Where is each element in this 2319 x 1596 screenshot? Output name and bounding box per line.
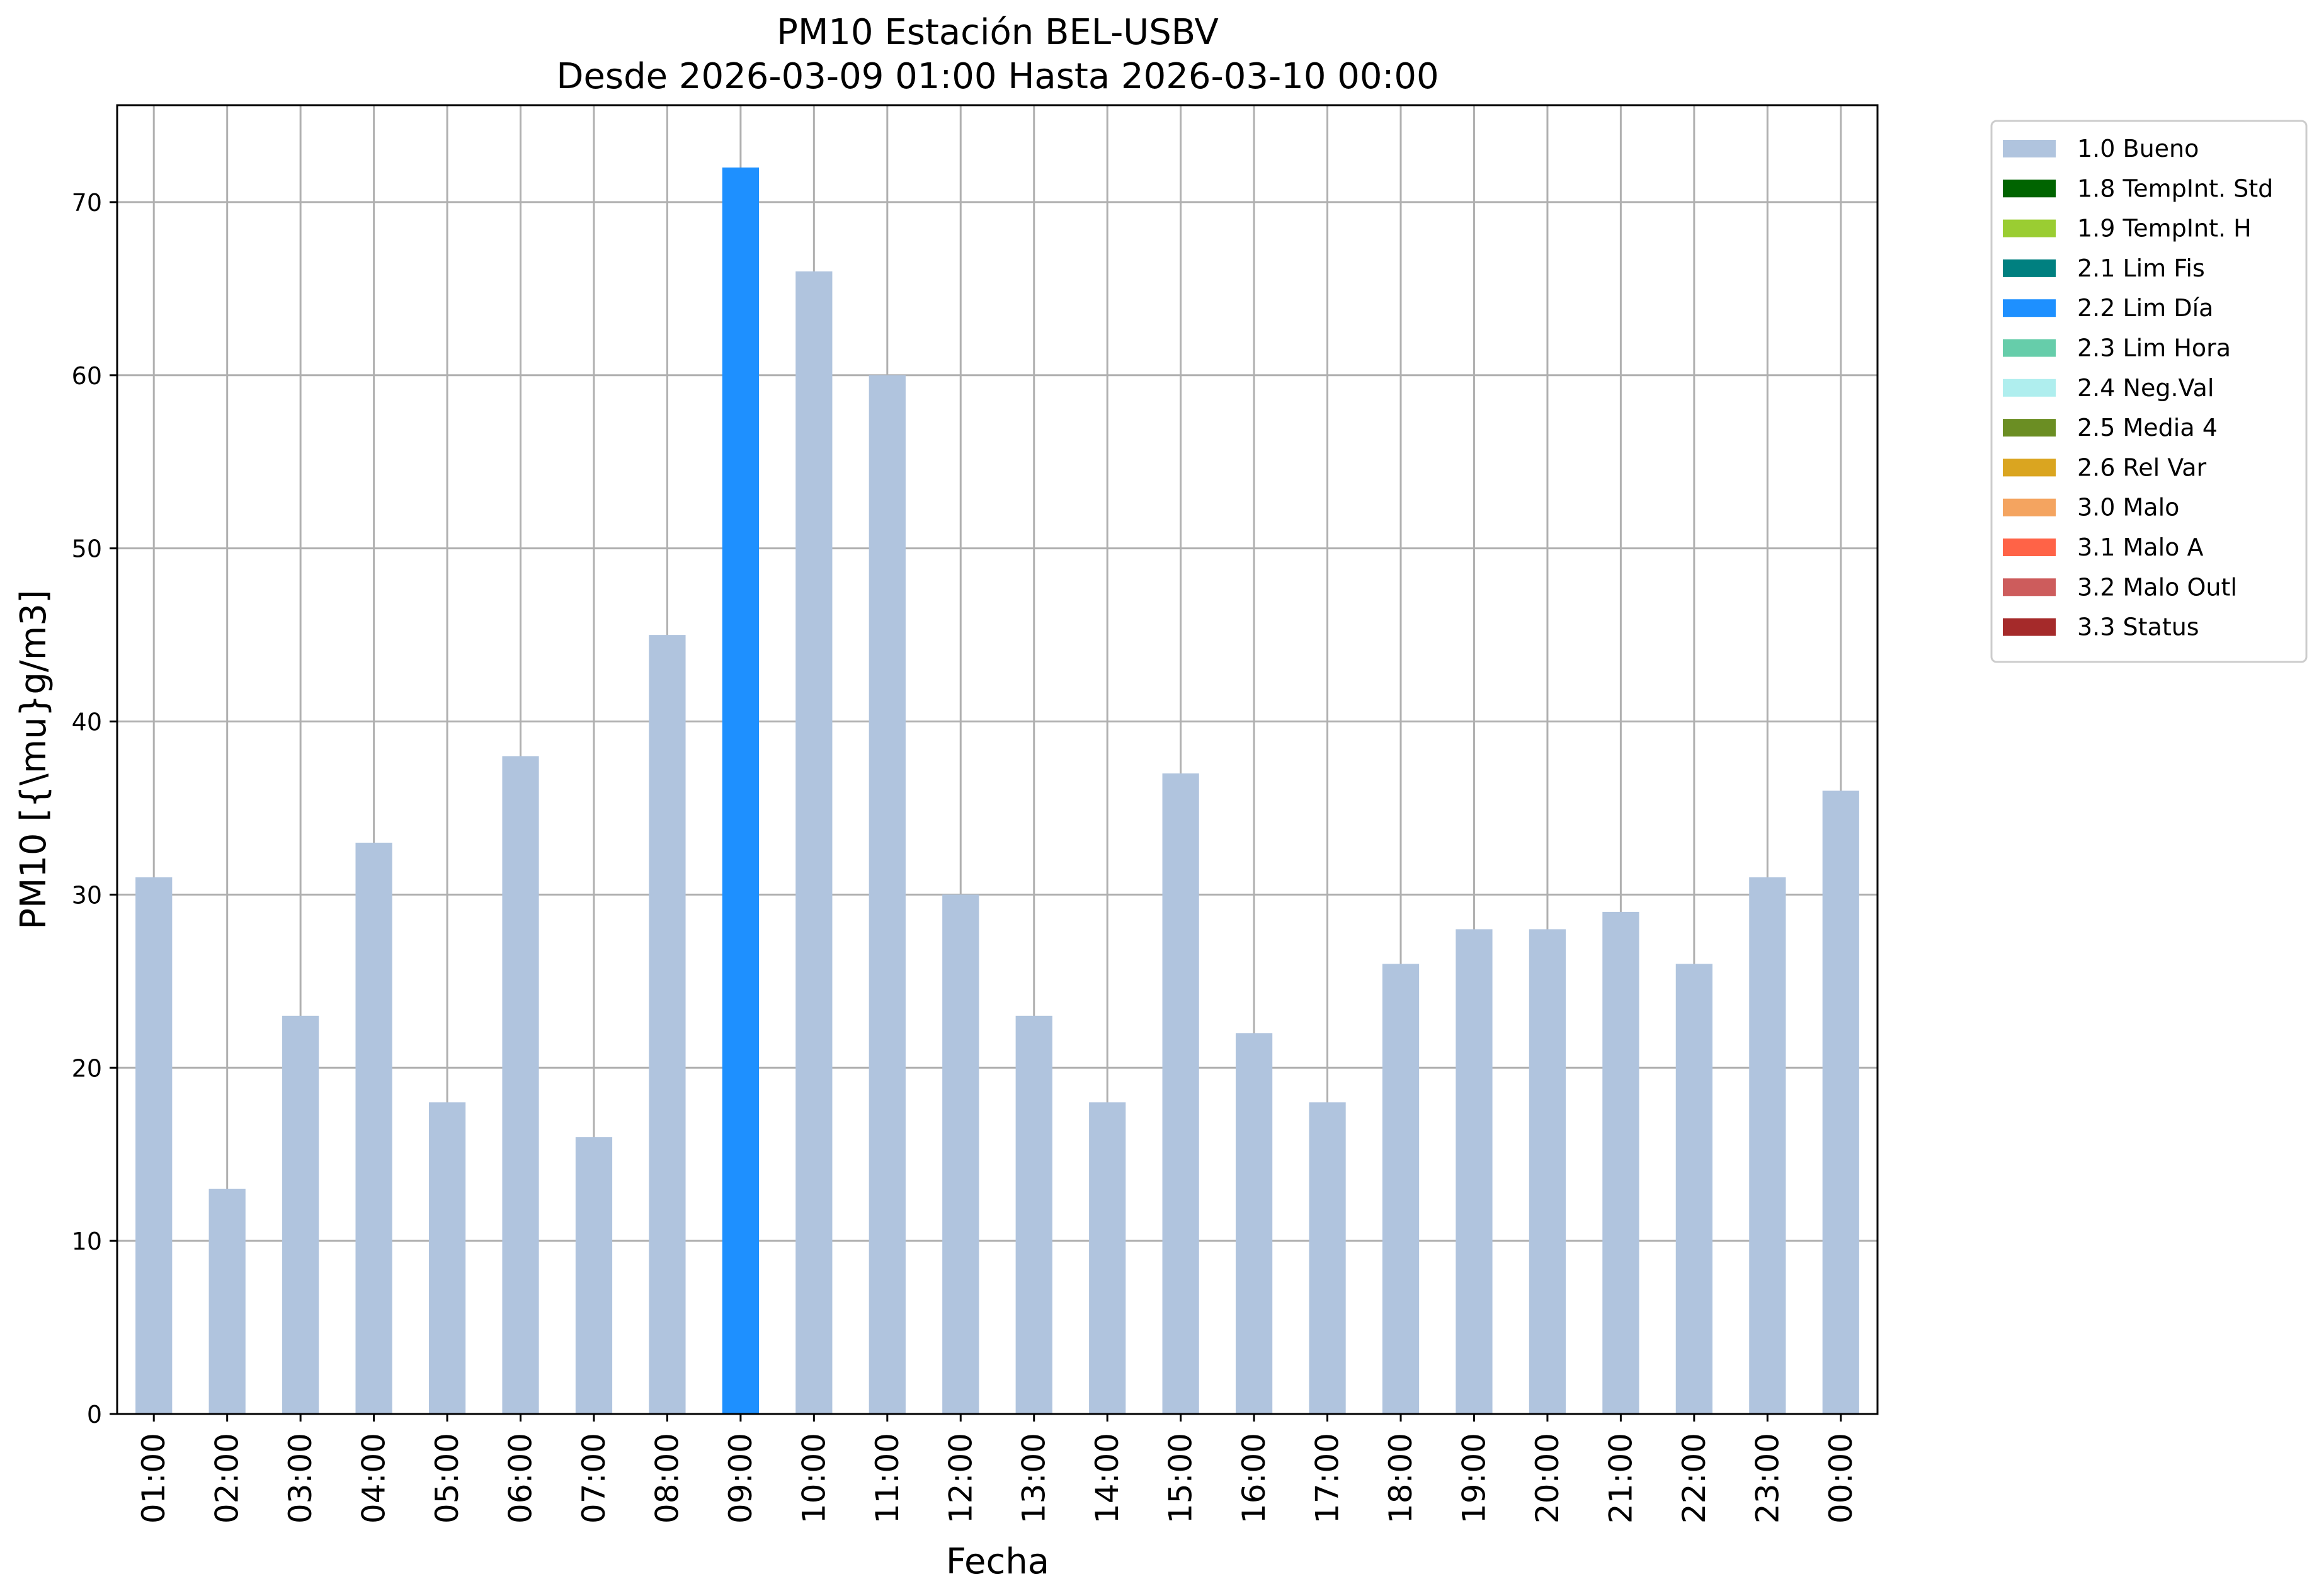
bar-1500 bbox=[1162, 773, 1199, 1414]
legend-swatch bbox=[2003, 459, 2056, 477]
legend-label: 2.6 Rel Var bbox=[2077, 453, 2207, 481]
x-axis-label: Fecha bbox=[946, 1541, 1049, 1582]
legend-label: 1.9 TempInt. H bbox=[2077, 215, 2252, 242]
x-axis: 01:00 02:00 03:00 04:00 05:00 06:00 07:00 08:00… bbox=[135, 1414, 1859, 1524]
x-tick-label: 04:00 bbox=[356, 1433, 392, 1524]
x-tick-label: 11:00 bbox=[869, 1433, 906, 1524]
x-tick-label: 08:00 bbox=[649, 1433, 685, 1524]
y-tick-label: 40 bbox=[72, 709, 102, 736]
bar-0000 bbox=[1822, 790, 1859, 1414]
x-tick-label: 15:00 bbox=[1163, 1433, 1199, 1524]
x-tick-label: 06:00 bbox=[503, 1433, 539, 1524]
legend-label: 3.2 Malo Outl bbox=[2077, 573, 2237, 601]
legend-swatch bbox=[2003, 339, 2056, 357]
plot-frame bbox=[116, 104, 1879, 1415]
bar-0500 bbox=[428, 1102, 466, 1414]
y-axis: 0 10 20 30 40 50 60 70 bbox=[72, 189, 117, 1428]
bar-2000 bbox=[1529, 929, 1566, 1414]
bars bbox=[135, 167, 1859, 1414]
x-tick-label: 07:00 bbox=[576, 1433, 612, 1524]
y-axis-label: PM10 [{\mu}g/m3] bbox=[13, 590, 54, 930]
x-tick-label: 01:00 bbox=[135, 1433, 172, 1524]
x-tick-label: 17:00 bbox=[1309, 1433, 1346, 1524]
bar-1400 bbox=[1089, 1102, 1126, 1414]
legend-swatch bbox=[2003, 539, 2056, 556]
x-tick-label: 13:00 bbox=[1016, 1433, 1052, 1524]
legend-label: 2.4 Neg.Val bbox=[2077, 374, 2214, 402]
legend-label: 2.1 Lim Fis bbox=[2077, 254, 2205, 282]
bar-1000 bbox=[795, 271, 833, 1414]
chart-title: PM10 Estación BEL-USBV bbox=[777, 12, 1219, 53]
x-tick-label: 09:00 bbox=[722, 1433, 759, 1524]
x-tick-label: 03:00 bbox=[282, 1433, 319, 1524]
x-tick-label: 23:00 bbox=[1749, 1433, 1786, 1524]
x-tick-label: 05:00 bbox=[429, 1433, 465, 1524]
legend-frame bbox=[1990, 120, 2308, 663]
bar-2100 bbox=[1602, 911, 1639, 1414]
bar-1100 bbox=[869, 375, 906, 1414]
legend-swatch bbox=[2003, 618, 2056, 636]
legend-label: 3.3 Status bbox=[2077, 613, 2199, 641]
bar-1600 bbox=[1235, 1033, 1273, 1414]
bar-1200 bbox=[942, 894, 979, 1414]
chart-subtitle: Desde 2026-03-09 01:00 Hasta 2026-03-10 … bbox=[556, 56, 1439, 97]
x-tick-label: 16:00 bbox=[1236, 1433, 1272, 1524]
bar-0400 bbox=[355, 842, 392, 1414]
legend-swatch bbox=[2003, 140, 2056, 157]
legend-swatch bbox=[2003, 259, 2056, 277]
y-tick-label: 0 bbox=[87, 1401, 102, 1428]
bar-2200 bbox=[1675, 964, 1712, 1414]
legend-swatch bbox=[2003, 379, 2056, 397]
legend-swatch bbox=[2003, 419, 2056, 437]
x-tick-label: 10:00 bbox=[795, 1433, 832, 1524]
bar-0200 bbox=[208, 1188, 246, 1414]
x-tick-label: 18:00 bbox=[1382, 1433, 1419, 1524]
y-tick-label: 20 bbox=[72, 1054, 102, 1082]
legend-label: 3.0 Malo bbox=[2077, 494, 2179, 522]
x-tick-label: 20:00 bbox=[1529, 1433, 1566, 1524]
y-tick-label: 30 bbox=[72, 881, 102, 909]
legend-label: 1.8 TempInt. Std bbox=[2077, 174, 2273, 202]
y-tick-label: 10 bbox=[72, 1228, 102, 1255]
legend: 1.0 Bueno 1.8 TempInt. Std 1.9 TempInt. H 2… bbox=[1990, 120, 2308, 663]
bar-1900 bbox=[1456, 929, 1493, 1414]
legend-label: 2.5 Media 4 bbox=[2077, 414, 2218, 442]
bar-2300 bbox=[1749, 877, 1786, 1414]
legend-label: 2.2 Lim Día bbox=[2077, 294, 2213, 322]
legend-label: 3.1 Malo A bbox=[2077, 533, 2203, 561]
x-tick-label: 12:00 bbox=[942, 1433, 979, 1524]
legend-swatch bbox=[2003, 578, 2056, 596]
bar-1700 bbox=[1309, 1102, 1346, 1414]
y-tick-label: 50 bbox=[72, 535, 102, 563]
bar-0100 bbox=[135, 877, 173, 1414]
x-tick-label: 19:00 bbox=[1456, 1433, 1492, 1524]
y-tick-label: 60 bbox=[72, 362, 102, 390]
legend-swatch bbox=[2003, 180, 2056, 198]
legend-swatch bbox=[2003, 498, 2056, 516]
bar-0800 bbox=[649, 635, 686, 1414]
bar-0700 bbox=[575, 1137, 613, 1414]
y-tick-label: 70 bbox=[72, 189, 102, 217]
x-tick-label: 22:00 bbox=[1676, 1433, 1712, 1524]
legend-label: 2.3 Lim Hora bbox=[2077, 334, 2231, 362]
x-tick-label: 00:00 bbox=[1823, 1433, 1859, 1524]
legend-swatch bbox=[2003, 299, 2056, 317]
bar-0600 bbox=[502, 756, 539, 1414]
x-tick-label: 14:00 bbox=[1089, 1433, 1125, 1524]
bar-0300 bbox=[282, 1015, 319, 1414]
legend-swatch bbox=[2003, 219, 2056, 237]
x-tick-label: 02:00 bbox=[209, 1433, 246, 1524]
legend-label: 1.0 Bueno bbox=[2077, 135, 2199, 162]
x-tick-label: 21:00 bbox=[1602, 1433, 1639, 1524]
bar-1300 bbox=[1015, 1015, 1052, 1414]
bar-0900 bbox=[722, 167, 760, 1414]
bar-1800 bbox=[1382, 964, 1420, 1414]
